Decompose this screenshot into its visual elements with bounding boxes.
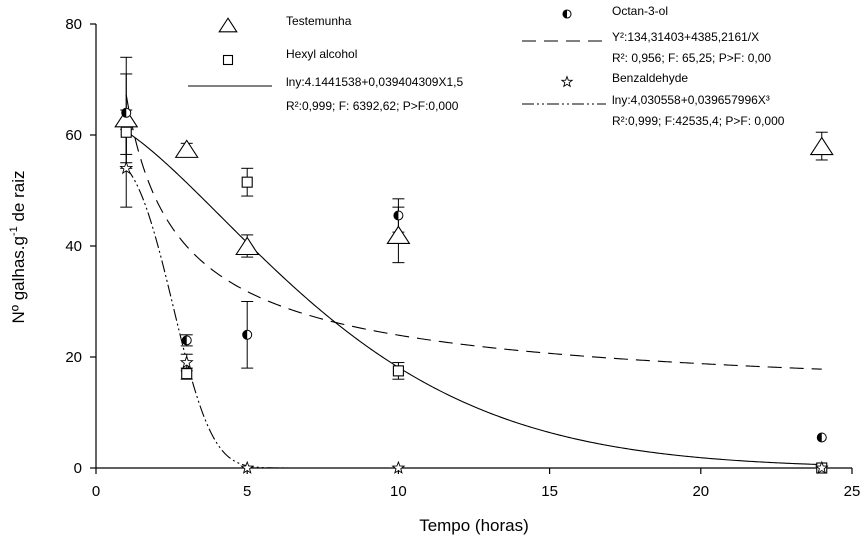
legend-stats-octan: R²: 0,956; F: 65,25; P>F: 0,00 bbox=[612, 51, 771, 65]
legend-eq-octan: Y²:134,31403+4385,2161/X bbox=[612, 30, 759, 44]
legend-stats-benzaldehyde: R²:0,999; F:42535,4; P>F: 0,000 bbox=[612, 114, 785, 128]
data-point-square bbox=[120, 126, 132, 138]
legend: Testemunha Hexyl alcohol lny:4.1441538+0… bbox=[188, 4, 785, 128]
data-point-star bbox=[240, 460, 255, 474]
legend-marker-benzaldehyde bbox=[560, 75, 574, 88]
y-axis-title: Nº galhas.g-1 de raiz bbox=[8, 170, 28, 323]
data-point-half-circle bbox=[393, 210, 404, 221]
data-point-star bbox=[119, 161, 134, 175]
x-tick-label: 10 bbox=[390, 483, 407, 500]
fit-curve-octan bbox=[125, 94, 822, 370]
legend-label-octan: Octan-3-ol bbox=[612, 4, 668, 18]
data-point-star bbox=[814, 460, 829, 474]
legend-marker-testemunha bbox=[218, 17, 238, 33]
data-point-triangle bbox=[386, 225, 411, 244]
data-point-triangle bbox=[235, 236, 260, 256]
data-point-triangle bbox=[174, 139, 199, 158]
y-axis-title-sup: -1 bbox=[8, 226, 20, 236]
data-point-star bbox=[391, 460, 406, 474]
fit-curve-benzaldehyde bbox=[125, 167, 822, 469]
data-point-square bbox=[181, 368, 193, 380]
x-axis-title: Tempo (horas) bbox=[419, 516, 529, 535]
data-point-triangle bbox=[809, 136, 834, 156]
y-tick-label: 20 bbox=[65, 349, 82, 366]
x-ticks: 0 5 10 15 20 25 bbox=[92, 468, 861, 500]
fit-curves bbox=[125, 94, 822, 469]
legend-label-benzaldehyde: Benzaldehyde bbox=[612, 71, 688, 85]
x-tick-label: 15 bbox=[541, 483, 558, 500]
data-point-star bbox=[179, 355, 194, 369]
data-point-half-circle bbox=[181, 335, 192, 346]
y-axis-title-main: Nº galhas.g bbox=[9, 236, 28, 323]
data-point-half-circle bbox=[121, 107, 132, 118]
legend-marker-hexyl bbox=[222, 54, 234, 66]
data-point-square bbox=[241, 176, 253, 188]
markers bbox=[114, 107, 834, 474]
y-ticks: 0 20 40 60 80 bbox=[65, 16, 96, 477]
axes bbox=[95, 24, 852, 469]
legend-eq-benzaldehyde: lny:4,030558+0,039657996X³ bbox=[612, 93, 770, 107]
y-tick-label: 60 bbox=[65, 127, 82, 144]
fit-curve-hexyl bbox=[125, 131, 822, 466]
data-point-half-circle bbox=[816, 432, 827, 443]
y-tick-label: 80 bbox=[65, 16, 82, 33]
x-tick-label: 0 bbox=[92, 483, 100, 500]
data-point-square bbox=[392, 365, 404, 377]
y-axis-title-rest: de raiz bbox=[9, 170, 28, 226]
legend-marker-octan bbox=[562, 9, 572, 19]
x-tick-label: 5 bbox=[243, 483, 251, 500]
legend-eq-hexyl: lny:4.1441538+0,039404309X1,5 bbox=[286, 75, 463, 89]
x-tick-label: 20 bbox=[692, 483, 709, 500]
data-point-half-circle bbox=[242, 329, 253, 340]
x-tick-label: 25 bbox=[844, 483, 861, 500]
legend-stats-hexyl: R²:0,999; F: 6392,62; P>F:0,000 bbox=[286, 99, 459, 113]
y-tick-label: 0 bbox=[74, 460, 82, 477]
legend-label-hexyl: Hexyl alcohol bbox=[286, 47, 357, 61]
legend-label-testemunha: Testemunha bbox=[286, 14, 352, 28]
y-tick-label: 40 bbox=[65, 238, 82, 255]
